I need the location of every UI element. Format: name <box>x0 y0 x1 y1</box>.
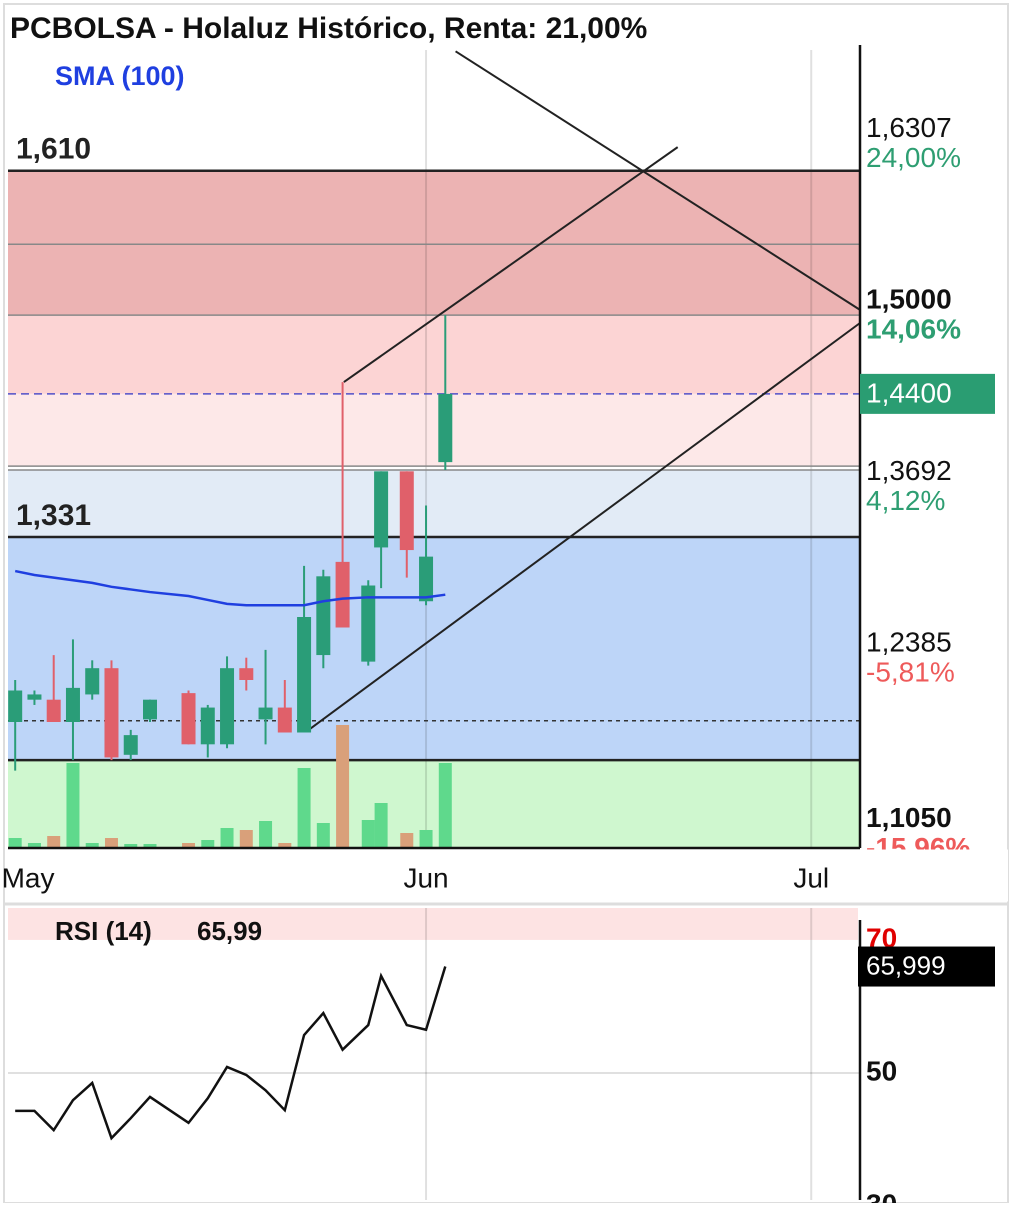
volume-bar <box>143 844 157 848</box>
candle-body <box>65 687 80 722</box>
indicator-label: SMA (100) <box>55 61 185 91</box>
level-change: -5,81% <box>866 657 955 688</box>
volume-bar <box>419 830 433 848</box>
rsi-value-box <box>858 946 995 987</box>
candle-body <box>438 393 453 463</box>
axis-strip <box>8 849 1008 902</box>
level-value: 1,2385 <box>866 627 952 658</box>
zone <box>8 170 860 316</box>
x-tick-label: May <box>2 862 55 893</box>
volume-bar <box>316 823 330 848</box>
candle-body <box>8 690 23 722</box>
volume-bar <box>400 833 414 848</box>
volume-bar <box>201 840 215 848</box>
volume-bar <box>336 725 350 848</box>
x-tick-label: Jul <box>793 862 829 893</box>
candle-body <box>399 471 414 551</box>
rsi-band <box>8 908 858 940</box>
candle-body <box>181 693 196 745</box>
volume-bar <box>27 843 41 848</box>
volume-bar <box>278 843 292 848</box>
trend-line <box>309 322 861 730</box>
level-change: 14,06% <box>866 314 961 345</box>
volume-bar <box>239 830 253 848</box>
level-label: 1,331 <box>16 499 91 532</box>
candle-body <box>419 556 434 602</box>
level-change: 4,12% <box>866 485 945 516</box>
trend-line <box>343 146 679 383</box>
candle-body <box>258 707 273 720</box>
candle-body <box>361 585 376 662</box>
volume-bar <box>182 843 196 848</box>
volume-bar <box>66 763 80 848</box>
volume-bar <box>438 763 452 848</box>
candle-body <box>335 561 350 628</box>
level-value: 1,3692 <box>866 455 952 486</box>
volume-bar <box>220 828 234 848</box>
volume-bar <box>104 838 118 848</box>
zone <box>8 470 860 537</box>
level-value: 1,1050 <box>866 802 952 833</box>
title-bar <box>8 8 858 50</box>
zone <box>8 536 860 761</box>
bottom-edge <box>0 1203 1013 1208</box>
volume-bar <box>8 838 22 848</box>
candle-body <box>123 735 138 755</box>
volume-bar <box>259 821 273 848</box>
x-tick-label: Jun <box>403 862 448 893</box>
candle-body <box>200 707 215 745</box>
candle-body <box>27 694 42 700</box>
zone <box>8 315 860 394</box>
candle-body <box>316 576 331 656</box>
current-price-box <box>860 373 995 414</box>
volume-bar <box>85 843 99 848</box>
candle-body <box>46 699 61 722</box>
candle-body <box>374 471 389 548</box>
y-tick-label: 50 <box>866 1055 897 1086</box>
level-value: 1,6307 <box>866 112 952 143</box>
main-panel: 1,610 1,331 PCBOLSA - Holaluz Histórico, R… <box>2 8 1008 906</box>
trend-line <box>455 50 861 311</box>
zone <box>8 760 860 848</box>
candle-body <box>143 699 157 720</box>
candle-body <box>220 668 235 745</box>
rsi-line <box>15 966 447 1141</box>
volume-bar <box>47 836 61 848</box>
candle-body <box>277 707 292 733</box>
level-label: 1,610 <box>16 133 91 166</box>
candle-body <box>85 668 100 695</box>
volume-bar <box>297 768 311 848</box>
volume-bar <box>374 803 388 848</box>
rsi-title: RSI (14) <box>55 916 152 946</box>
rsi-value: 65,999 <box>866 950 946 980</box>
candle-body <box>104 668 119 758</box>
candle-body <box>239 668 254 680</box>
volume-bar <box>361 820 375 848</box>
level-value: 1,5000 <box>866 284 952 315</box>
sma-line <box>14 569 446 607</box>
current-price: 1,4400 <box>866 377 952 408</box>
level-change: 24,00% <box>866 142 961 173</box>
zone <box>8 393 860 467</box>
volume-bar <box>124 844 138 848</box>
axis-bg <box>861 8 1006 848</box>
candle-body <box>297 617 312 733</box>
chart-title: PCBOLSA - Holaluz Histórico, Renta: 21,0… <box>10 12 647 45</box>
rsi-current: 65,99 <box>197 916 262 946</box>
